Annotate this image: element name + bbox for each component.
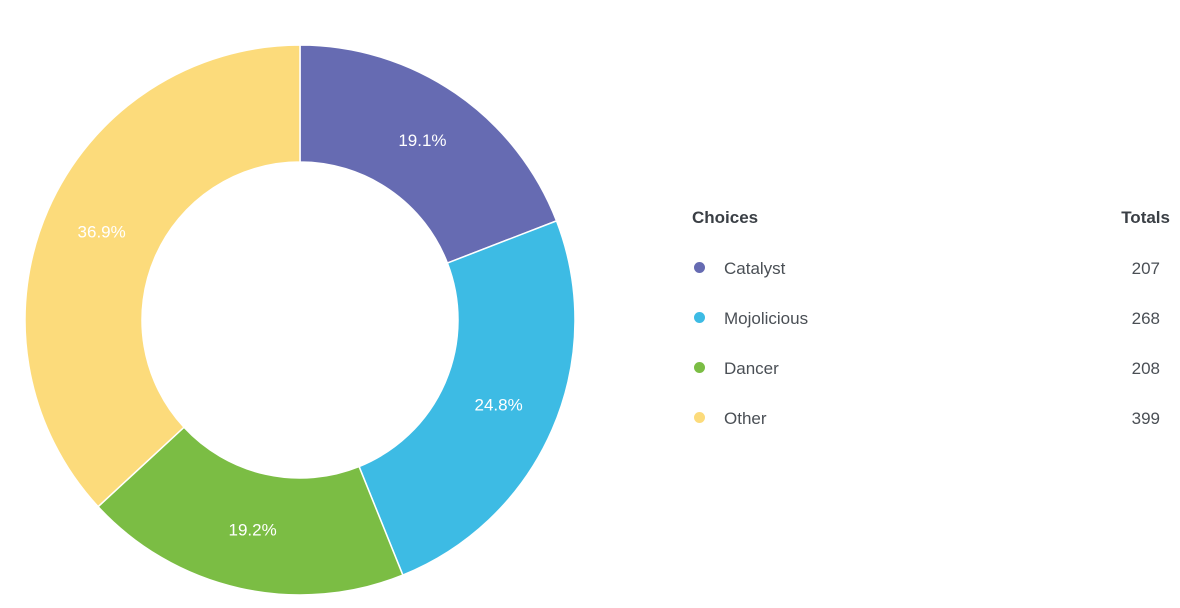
donut-slice-other[interactable] <box>24 44 301 508</box>
donut-slice-catalyst[interactable] <box>299 44 558 265</box>
slice-percent-label: 19.1% <box>398 131 446 150</box>
legend-header: Choices Totals <box>692 200 1170 238</box>
legend-item-label: Catalyst <box>724 259 786 278</box>
legend: Choices Totals Catalyst 207 Mojolicious … <box>692 200 1170 438</box>
legend-item[interactable]: Mojolicious 268 <box>692 288 1170 338</box>
donut-slice-mojolicious[interactable] <box>358 219 576 577</box>
legend-dot-icon <box>694 262 705 273</box>
slice-percent-label: 19.2% <box>229 521 277 540</box>
slice-percent-label: 24.8% <box>475 396 523 415</box>
donut-chart: 19.1% 24.8% 19.2% 36.9% <box>24 44 576 596</box>
legend-item[interactable]: Catalyst 207 <box>692 238 1170 288</box>
legend-item[interactable]: Other 399 <box>692 388 1170 438</box>
legend-dot-icon <box>694 312 705 323</box>
legend-dot-icon <box>694 362 705 373</box>
legend-dot-icon <box>694 412 705 423</box>
legend-item[interactable]: Dancer 208 <box>692 338 1170 388</box>
legend-item-label: Other <box>724 409 767 428</box>
legend-header-choices: Choices <box>692 208 759 227</box>
legend-item-total: 208 <box>1131 359 1160 378</box>
legend-item-label: Dancer <box>724 359 779 378</box>
legend-item-total: 207 <box>1131 259 1160 278</box>
slice-percent-label: 36.9% <box>78 223 126 242</box>
legend-item-total: 268 <box>1131 309 1160 328</box>
donut-slice-dancer[interactable] <box>97 426 404 596</box>
legend-item-label: Mojolicious <box>724 309 809 328</box>
legend-item-total: 399 <box>1131 409 1160 428</box>
legend-header-totals: Totals <box>1121 208 1170 227</box>
